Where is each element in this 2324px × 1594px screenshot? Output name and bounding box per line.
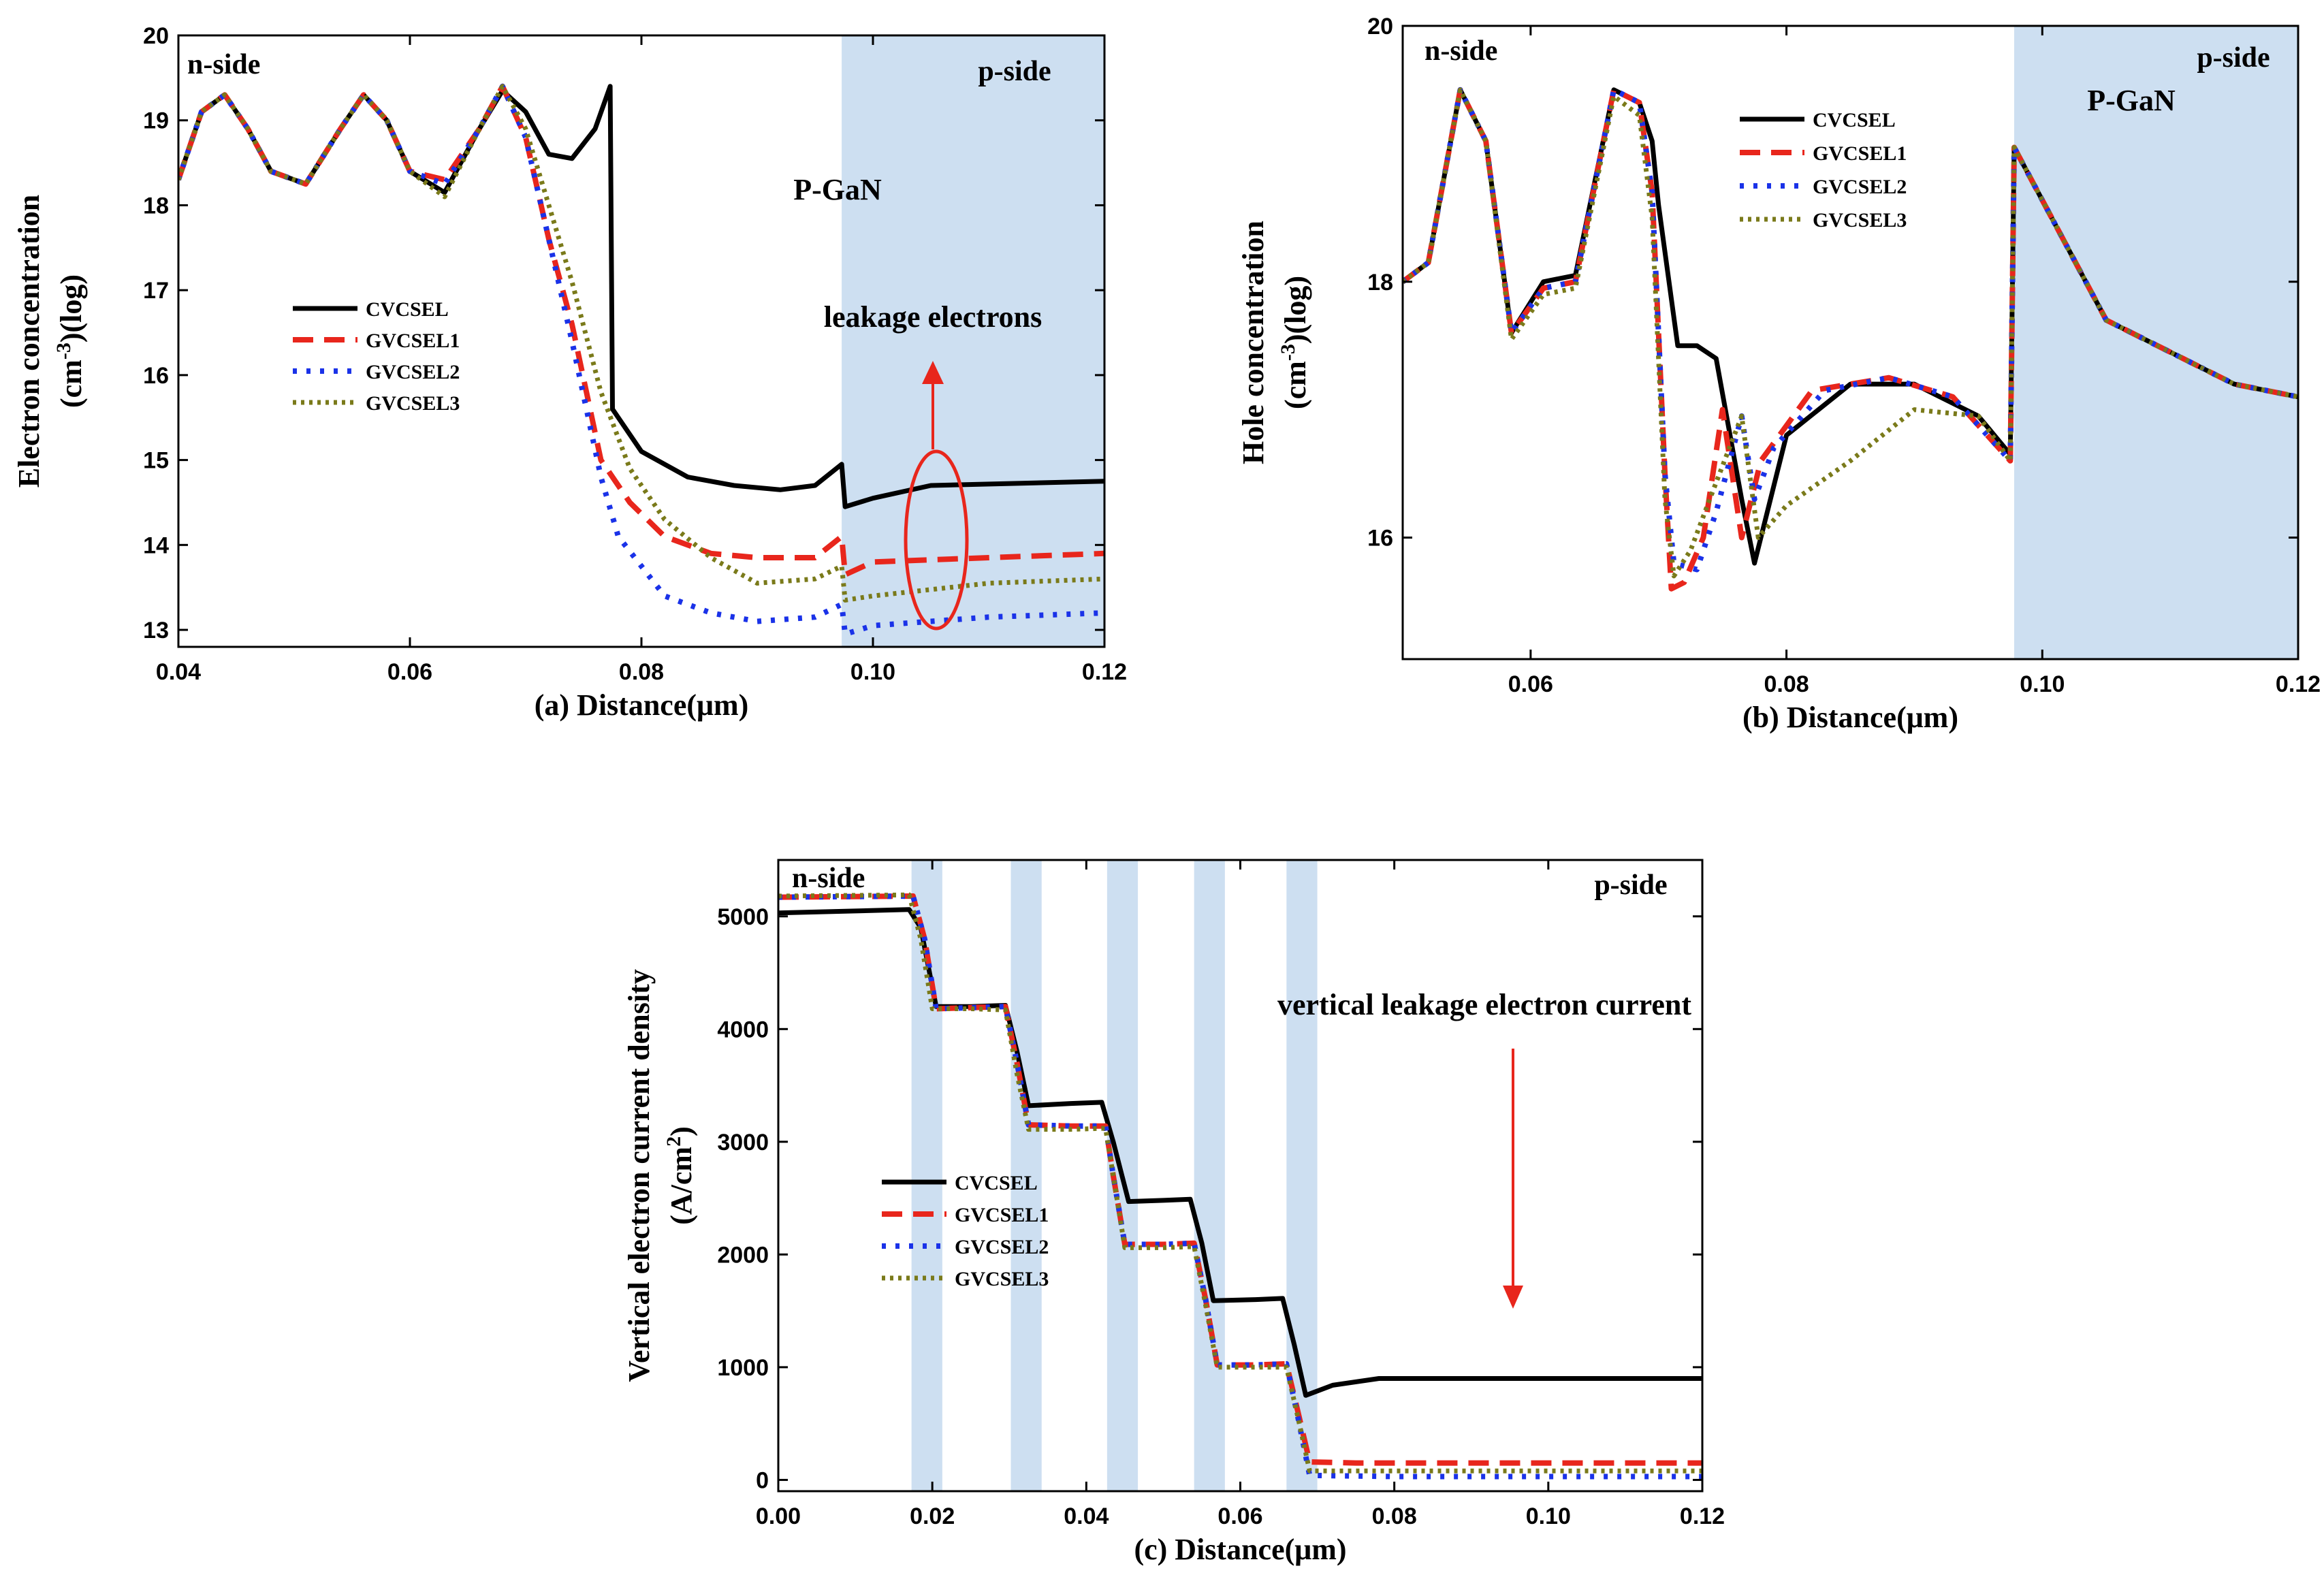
legend-label: GVCSEL3 [366,392,460,415]
p-side-label: p-side [1594,870,1667,901]
x-tick-label: 0.06 [387,659,432,685]
p-gan-label: P-GaN [793,173,882,206]
x-tick-label: 0.12 [1082,659,1127,685]
y-tick-label: 16 [143,363,169,389]
arrowhead-icon [1503,1286,1523,1309]
y-tick-label: 3000 [717,1130,769,1155]
y-tick-label: 19 [143,108,169,134]
chart-b: 0.06 0.08 0.10 0.12 16 18 20 (b) Distance(μm) Ho… [1237,14,2321,734]
legend-label: GVCSEL3 [955,1268,1049,1290]
y-axis-unit-label: (cm-3)(log) [1277,276,1312,409]
y-tick-label: 18 [1367,270,1393,296]
n-side-label: n-side [187,49,260,80]
highlight-ellipse [904,449,969,631]
x-tick-label: 0.06 [1217,1503,1262,1529]
y-tick-label: 2000 [717,1242,769,1268]
x-tick-label: 0.06 [1508,671,1553,697]
shaded-region [1010,860,1042,1491]
legend-label: GVCSEL3 [1813,209,1907,232]
x-tick-label: 0.10 [1526,1503,1571,1529]
legend: CVCSEL GVCSEL1 GVCSEL2 GVCSEL3 [293,298,460,415]
legend-label: GVCSEL2 [955,1236,1049,1258]
x-tick-label: 0.04 [1064,1503,1109,1529]
y-tick-label: 1000 [717,1355,769,1381]
series-line-gvcsel2 [778,893,1702,1480]
x-tick-label: 0.12 [1680,1503,1725,1529]
y-axis-unit-label: (cm-3)(log) [52,274,88,408]
shaded-region [842,35,1104,647]
shaded-region [1194,860,1225,1491]
p-gan-label: P-GaN [2087,84,2176,117]
series-line-gvcsel2 [1403,86,2298,573]
x-axis-label: (c) Distance(μm) [1134,1533,1346,1566]
y-tick-label: 15 [143,448,169,474]
series-line-gvcsel2 [178,83,1104,637]
y-axis-label: Hole concentration [1237,221,1270,464]
n-side-label: n-side [1424,35,1497,67]
y-tick-label: 5000 [717,904,769,930]
y-tick-label: 13 [143,618,169,643]
x-tick-label: 0.08 [1372,1503,1417,1529]
legend: CVCSEL GVCSEL1 GVCSEL2 GVCSEL3 [882,1172,1049,1290]
x-axis-label: (a) Distance(μm) [535,688,749,722]
legend-label: CVCSEL [1813,109,1896,131]
x-tick-label: 0.04 [156,659,201,685]
p-side-label: p-side [2197,42,2270,74]
y-tick-label: 16 [1367,526,1393,552]
legend-label: GVCSEL1 [955,1204,1049,1226]
chart-a: 0.04 0.06 0.08 0.10 0.12 13 14 15 16 17 18 19 20 (a) … [12,23,1127,722]
y-tick-label: 4000 [717,1017,769,1042]
y-axis-label: Vertical electron current density [622,969,656,1382]
x-tick-label: 0.12 [2276,671,2321,697]
y-tick-label: 18 [143,193,169,219]
p-side-label: p-side [978,56,1051,87]
n-side-label: n-side [792,863,865,894]
x-tick-label: 0.00 [756,1503,801,1529]
series-line-gvcsel3 [178,84,1104,603]
legend-label: GVCSEL1 [366,330,460,352]
legend-label: GVCSEL1 [1813,142,1907,165]
y-axis-unit-label: (A/cm2) [663,1126,698,1225]
x-tick-label: 0.02 [910,1503,955,1529]
legend: CVCSEL GVCSEL1 GVCSEL2 GVCSEL3 [1740,109,1907,232]
y-tick-label: 0 [756,1467,769,1493]
legend-label: CVCSEL [366,298,449,321]
x-axis-label: (b) Distance(μm) [1742,701,1958,734]
x-tick-label: 0.10 [2020,671,2065,697]
leakage-note: leakage electrons [824,300,1042,334]
plot-frame [1401,25,2299,660]
x-tick-label: 0.08 [1764,671,1809,697]
x-tick-label: 0.10 [850,659,895,685]
chart-c: 0.00 0.02 0.04 0.06 0.08 0.10 0.12 0 1000 2000 300… [622,859,1725,1566]
series-line-gvcsel1 [178,83,1104,577]
legend-label: CVCSEL [955,1172,1038,1194]
y-tick-label: 14 [143,532,169,558]
arrowhead-icon [922,361,944,384]
y-tick-label: 20 [143,23,169,49]
leakage-current-note: vertical leakage electron current [1277,988,1691,1021]
x-tick-label: 0.08 [619,659,664,685]
legend-label: GVCSEL2 [366,361,460,383]
y-tick-label: 17 [143,278,169,304]
legend-label: GVCSEL2 [1813,176,1907,198]
y-tick-label: 20 [1367,14,1393,39]
y-axis-label: Electron concentration [12,195,46,488]
shaded-region [1286,860,1318,1491]
